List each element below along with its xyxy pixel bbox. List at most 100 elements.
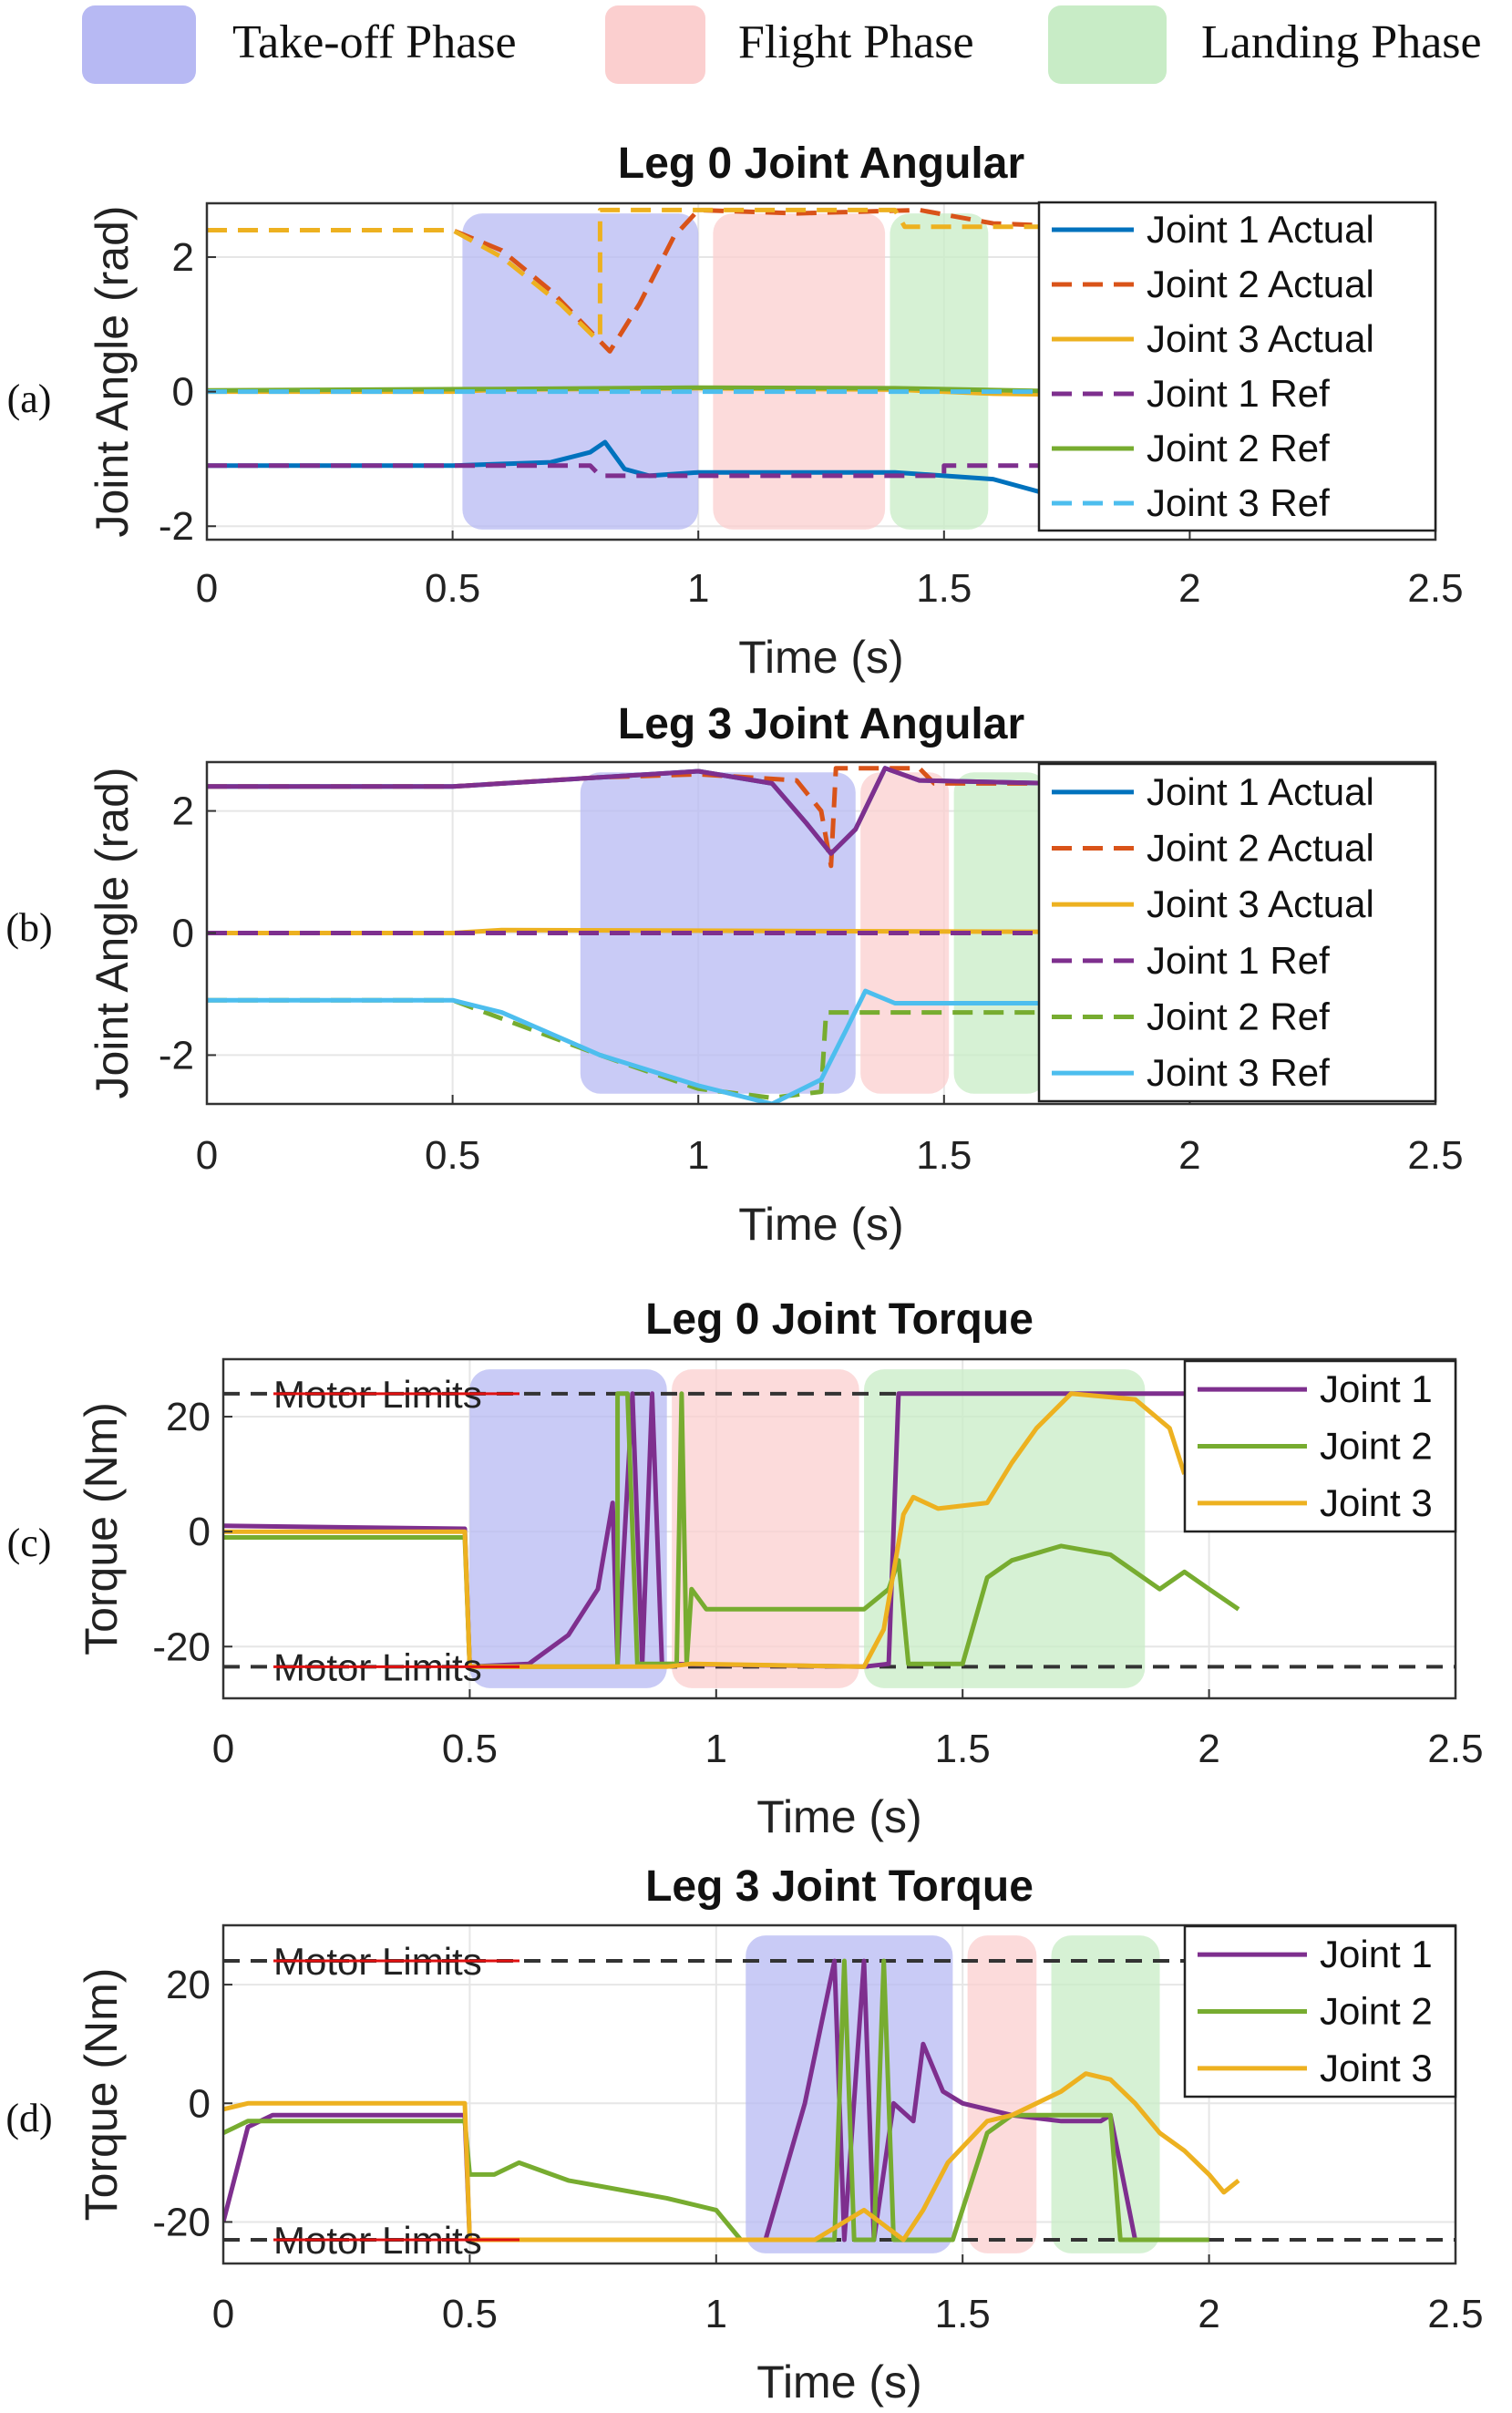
phase-legend: Take-off Phase Flight Phase Landing Phas… xyxy=(82,5,1482,84)
y-tick-label: 0 xyxy=(172,912,194,956)
x-axis-label: Time (s) xyxy=(738,632,903,683)
series-legend: Joint 1 Actual Joint 2 Actual Joint 3 Actu… xyxy=(1037,762,1437,1103)
chart-title: Leg 3 Joint Torque xyxy=(645,1862,1034,1911)
y-tick-label: 2 xyxy=(172,235,194,280)
chart-title: Leg 0 Joint Angular xyxy=(618,139,1024,188)
x-axis-label: Time (s) xyxy=(756,2356,921,2408)
legend-label: Joint 1 Ref xyxy=(1147,372,1330,415)
y-tick-label: -20 xyxy=(152,2200,211,2244)
legend-label: Joint 3 xyxy=(1320,2047,1433,2089)
y-tick-label: 0 xyxy=(189,2081,211,2126)
legend-label: Joint 2 Actual xyxy=(1147,263,1374,305)
series-line xyxy=(207,463,1082,479)
data-layer xyxy=(207,766,1053,1104)
y-tick-label: -2 xyxy=(159,504,194,549)
legend-label: Joint 1 Actual xyxy=(1147,770,1374,813)
x-tick-label: 1 xyxy=(705,2292,727,2336)
legend-label: Joint 2 xyxy=(1320,1990,1433,2033)
x-tick-label: 0 xyxy=(196,1133,218,1178)
series-legend: Joint 1 Joint 2 Joint 3 xyxy=(1183,1359,1457,1533)
panel-label: (d) xyxy=(5,2096,52,2140)
chart-title: Leg 0 Joint Torque xyxy=(645,1295,1034,1344)
x-tick-label: 1 xyxy=(687,566,709,611)
y-tick-label: -20 xyxy=(152,1624,211,1669)
series-line xyxy=(223,1391,1240,1669)
y-axis-label: Joint Angle (rad) xyxy=(87,205,138,537)
x-tick-label: 2.5 xyxy=(1407,566,1463,611)
legend-label: Joint 2 xyxy=(1320,1425,1433,1468)
series-line xyxy=(207,766,1053,856)
x-tick-label: 2 xyxy=(1198,2292,1219,2336)
panel-b-leg3-joint-angular: 0 0.5 1 1.5 2 2.5 -2 0 2 Leg 3 Joint Angular Time … xyxy=(5,700,1463,1250)
x-tick-label: 2.5 xyxy=(1407,1133,1463,1178)
x-tick-label: 1.5 xyxy=(935,1727,991,1771)
phase-region xyxy=(864,1369,1146,1688)
phase-region xyxy=(713,213,886,530)
landing-phase-label: Landing Phase xyxy=(1201,16,1482,68)
legend-label: Joint 3 Actual xyxy=(1147,882,1374,925)
legend-label: Joint 1 Ref xyxy=(1147,939,1330,982)
x-tick-label: 0 xyxy=(212,1727,234,1771)
x-tick-label: 0.5 xyxy=(442,2292,498,2336)
legend-box xyxy=(1037,762,1437,1103)
flight-phase-label: Flight Phase xyxy=(738,16,974,68)
series-line xyxy=(223,1391,1187,1669)
x-tick-label: 2.5 xyxy=(1427,1727,1483,1771)
x-tick-label: 2 xyxy=(1178,566,1200,611)
phase-region xyxy=(967,1935,1037,2253)
series-legend: Joint 1 Joint 2 Joint 3 xyxy=(1183,1924,1457,2098)
y-tick-label: 2 xyxy=(172,789,194,834)
panel-label: (a) xyxy=(7,376,52,421)
flight-phase-swatch xyxy=(605,5,705,84)
takeoff-phase-label: Take-off Phase xyxy=(232,16,517,68)
legend-label: Joint 3 Actual xyxy=(1147,317,1374,360)
x-tick-label: 2 xyxy=(1178,1133,1200,1178)
legend-label: Joint 3 Ref xyxy=(1147,481,1330,524)
x-tick-label: 1.5 xyxy=(916,566,972,611)
series-line xyxy=(207,439,1083,499)
panel-label: (c) xyxy=(7,1521,52,1565)
y-tick-label: 20 xyxy=(166,1963,211,2007)
y-axis-label: Torque (Nm) xyxy=(76,1402,127,1655)
panel-label: (b) xyxy=(5,905,52,950)
x-tick-label: 1 xyxy=(705,1727,727,1771)
y-tick-label: -2 xyxy=(159,1033,194,1078)
series-line xyxy=(223,1958,1209,2243)
legend-label: Joint 2 Ref xyxy=(1147,427,1330,469)
x-tick-label: 2 xyxy=(1198,1727,1219,1771)
x-tick-label: 1.5 xyxy=(935,2292,991,2336)
x-tick-label: 1.5 xyxy=(916,1133,972,1178)
x-tick-label: 0.5 xyxy=(425,1133,480,1178)
phase-region xyxy=(890,213,989,530)
series-line xyxy=(207,207,1082,354)
series-legend: Joint 1 Actual Joint 2 Actual Joint 3 Actu… xyxy=(1037,201,1437,532)
y-tick-label: 20 xyxy=(166,1395,211,1439)
phase-region xyxy=(672,1369,859,1688)
takeoff-phase-swatch xyxy=(82,5,196,84)
x-tick-label: 0 xyxy=(196,566,218,611)
landing-phase-swatch xyxy=(1048,5,1167,84)
x-axis-label: Time (s) xyxy=(756,1791,921,1842)
legend-label: Joint 2 Ref xyxy=(1147,995,1330,1038)
phase-region xyxy=(1051,1935,1160,2253)
legend-box xyxy=(1037,201,1437,532)
x-tick-label: 0.5 xyxy=(442,1727,498,1771)
x-tick-label: 0 xyxy=(212,2292,234,2336)
legend-label: Joint 1 Actual xyxy=(1147,208,1374,251)
y-axis-label: Torque (Nm) xyxy=(76,1968,127,2222)
x-axis-label: Time (s) xyxy=(738,1199,903,1250)
y-tick-label: 0 xyxy=(189,1510,211,1554)
legend-label: Joint 3 Ref xyxy=(1147,1051,1330,1094)
legend-label: Joint 1 xyxy=(1320,1367,1433,1410)
legend-label: Joint 3 xyxy=(1320,1481,1433,1524)
phase-region xyxy=(462,213,699,530)
y-axis-label: Joint Angle (rad) xyxy=(87,767,138,1098)
y-tick-label: 0 xyxy=(172,370,194,415)
series-line xyxy=(207,988,1053,1104)
series-line xyxy=(223,2071,1240,2243)
legend-label: Joint 1 xyxy=(1320,1933,1433,1975)
legend-label: Joint 2 Actual xyxy=(1147,827,1374,870)
